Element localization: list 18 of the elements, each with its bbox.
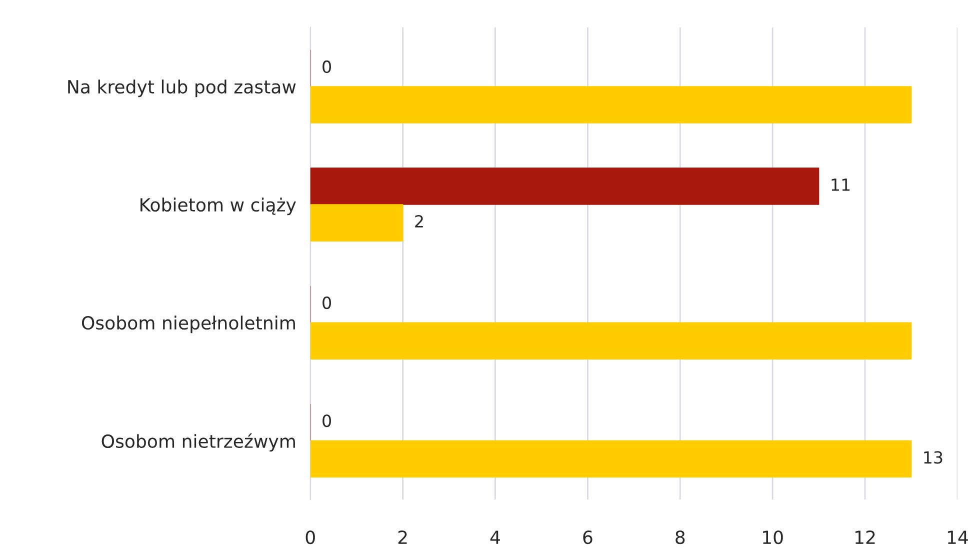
x-tick-label: 8 <box>676 530 685 544</box>
x-tick-label: 14 <box>948 530 968 544</box>
y-tick-label: Osobom niepełnoletnim <box>82 316 295 334</box>
y-tick-label: Na kredyt lub pod zastaw <box>68 80 296 98</box>
x-tick-label: 12 <box>856 530 875 544</box>
data-label: 13 <box>924 451 942 464</box>
data-label: 11 <box>832 178 850 191</box>
x-tick-label: 6 <box>583 530 592 544</box>
data-label: 0 <box>322 414 331 428</box>
x-tick-label: 2 <box>398 530 407 544</box>
data-label: 0 <box>322 296 331 310</box>
y-tick-label: Osobom nietrzeźwym <box>102 433 295 452</box>
x-tick-label: 0 <box>306 530 315 544</box>
x-tick-label: 4 <box>490 530 500 544</box>
data-label: 0 <box>322 60 331 74</box>
data-label: 2 <box>415 215 423 228</box>
x-tick-label: 10 <box>763 530 783 544</box>
y-tick-label: Kobietom w ciąży <box>140 198 296 216</box>
